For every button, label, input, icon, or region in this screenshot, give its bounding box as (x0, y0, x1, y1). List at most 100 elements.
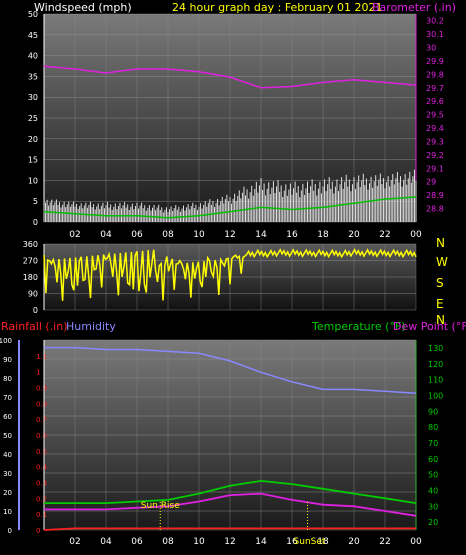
y2-tick-label: 29.9 (426, 57, 444, 66)
y2-tick-label: 29.8 (426, 70, 444, 79)
x-tick-label: 00 (410, 537, 422, 547)
windspeed-label: Windspeed (mph) (34, 1, 132, 14)
dewpoint-line (44, 492, 417, 517)
rain-tick-label: 0.8 (36, 400, 47, 408)
y2-tick-label: 28.8 (426, 205, 444, 214)
humidity-tick-label: 30 (3, 470, 12, 478)
humidity-tick-label: 40 (3, 451, 12, 459)
y2-tick-label: 29.6 (426, 97, 444, 106)
compass-label: N (436, 236, 445, 250)
temperature-label: Temperature (°F) (311, 320, 406, 333)
humidity-tick-label: 80 (3, 375, 12, 383)
rain-tick-label: 1.1 (36, 353, 47, 361)
y2-tick-label: 29.2 (426, 151, 444, 160)
rain-tick-label: 0.1 (36, 511, 47, 519)
temp-tick-label: 50 (428, 471, 438, 480)
x-tick-label: 18 (317, 537, 329, 547)
y-tick-label: 20 (28, 135, 38, 144)
rain-tick-label: 0.6 (36, 432, 48, 440)
y-tick-label: 45 (28, 31, 38, 40)
x-tick-label: 16 (286, 230, 298, 240)
y-tick-label: 40 (28, 52, 38, 61)
rain-tick-label: 0.4 (36, 464, 48, 472)
x-tick-label: 20 (348, 537, 360, 547)
humidity-tick-label: 90 (3, 356, 12, 364)
temp-tick-label: 20 (428, 518, 438, 527)
temp-tick-label: 80 (428, 423, 438, 432)
x-tick-label: 00 (410, 230, 422, 240)
humidity-tick-label: 50 (3, 432, 12, 440)
dir-tick-label: 360 (23, 240, 38, 249)
rain-tick-label: 1 (36, 369, 40, 377)
x-tick-label: 06 (131, 230, 143, 240)
y-tick-label: 10 (28, 176, 38, 185)
humidity-tick-label: 70 (3, 394, 12, 402)
barometer-line (43, 65, 417, 89)
temp-tick-label: 110 (428, 376, 443, 385)
y2-tick-label: 29.1 (426, 164, 444, 173)
humidity-tick-label: 20 (3, 489, 12, 497)
humidity-line (44, 346, 417, 394)
dir-tick-label: 0 (33, 306, 38, 315)
y-tick-label: 15 (28, 156, 38, 165)
x-tick-label: 18 (317, 230, 329, 240)
x-tick-label: 22 (379, 537, 390, 547)
y2-tick-label: 29.3 (426, 137, 444, 146)
temperature-line (44, 479, 417, 505)
y-tick-label: 30 (28, 93, 38, 102)
y2-tick-label: 29.5 (426, 111, 444, 120)
rain-tick-label: 0.2 (36, 495, 47, 503)
dewpoint-label: Dew Point (°F) (393, 320, 466, 333)
humidity-tick-label: 60 (3, 413, 12, 421)
dir-tick-label: 270 (23, 257, 38, 266)
temp-tick-label: 60 (428, 455, 438, 464)
rain-tick-label: 0.5 (36, 448, 47, 456)
y-tick-label: 5 (33, 197, 38, 206)
compass-label: E (436, 297, 444, 311)
sun-marker-label: Sun Rise (141, 501, 180, 511)
humidity-tick-label: 100 (0, 337, 12, 345)
compass-label: N (436, 313, 445, 327)
temp-tick-label: 40 (428, 486, 438, 495)
y2-tick-label: 29.4 (426, 124, 444, 133)
x-tick-label: 04 (100, 230, 112, 240)
x-tick-label: 08 (162, 537, 174, 547)
x-tick-label: 10 (193, 230, 205, 240)
x-tick-label: 02 (69, 230, 80, 240)
humidity-tick-label: 0 (8, 527, 12, 535)
rainfall-line (43, 527, 416, 531)
rain-tick-label: 0.7 (36, 416, 47, 424)
wind-avg-line (43, 196, 417, 219)
dir-tick-label: 180 (23, 273, 38, 282)
x-tick-label: 08 (162, 230, 174, 240)
x-tick-label: 12 (224, 537, 235, 547)
x-tick-label: 02 (69, 537, 80, 547)
x-tick-label: 10 (193, 537, 205, 547)
compass-label: S (436, 276, 444, 290)
y-tick-label: 0 (33, 218, 38, 227)
temp-tick-label: 90 (428, 407, 438, 416)
y-tick-label: 35 (28, 72, 38, 81)
y2-tick-label: 30.2 (426, 17, 444, 26)
x-tick-label: 14 (255, 537, 267, 547)
y-tick-label: 50 (28, 10, 38, 19)
x-tick-label: 22 (379, 230, 390, 240)
humidity-label: Humidity (66, 320, 116, 333)
y2-tick-label: 30 (426, 44, 436, 53)
dir-tick-label: 90 (28, 290, 38, 299)
compass-label: W (436, 255, 448, 269)
rain-tick-label: 0.9 (36, 385, 47, 393)
barometer-label: Barometer (.in) (372, 1, 456, 14)
rain-tick-label: 0 (36, 527, 40, 535)
rain-tick-label: 0.3 (36, 480, 47, 488)
y2-tick-label: 30.1 (426, 30, 444, 39)
x-tick-label: 06 (131, 537, 143, 547)
temp-tick-label: 120 (428, 360, 443, 369)
x-tick-label: 12 (224, 230, 235, 240)
x-tick-label: 20 (348, 230, 360, 240)
temp-tick-label: 70 (428, 439, 438, 448)
x-tick-label: 14 (255, 230, 267, 240)
y-tick-label: 25 (28, 114, 38, 123)
graph-title: 24 hour graph day : February 01 2021 (172, 1, 383, 14)
